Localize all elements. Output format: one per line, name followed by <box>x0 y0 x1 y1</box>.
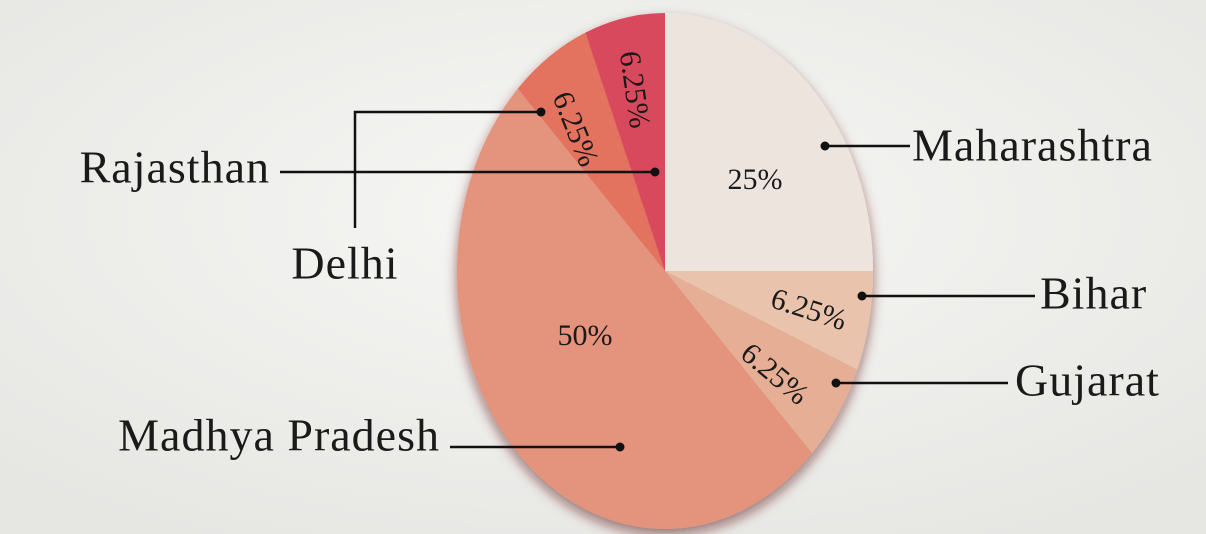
pie-slice <box>517 32 665 271</box>
slice-name: Gujarat <box>1015 355 1160 406</box>
pie-slice <box>457 88 813 529</box>
slice-name: Delhi <box>291 238 398 289</box>
slice-name: Rajasthan <box>80 142 270 193</box>
leader-dot <box>536 107 546 117</box>
slice-name: Maharashtra <box>912 120 1153 171</box>
slice-name: Bihar <box>1040 268 1147 319</box>
leader-line <box>353 110 541 228</box>
pie-slice <box>665 271 873 370</box>
leader-dot <box>820 141 830 151</box>
value-label: 25% <box>728 163 783 196</box>
pie-slice <box>665 13 873 271</box>
pie-slice <box>585 13 665 271</box>
leader-dot <box>831 378 841 388</box>
value-label: 50% <box>558 319 613 352</box>
pie-slice <box>665 271 858 454</box>
slice-name: Madhya Pradesh <box>118 410 440 461</box>
leader-dot <box>615 442 625 452</box>
pie <box>457 13 873 529</box>
leader-dot <box>857 291 867 301</box>
leader-dot <box>650 167 660 177</box>
